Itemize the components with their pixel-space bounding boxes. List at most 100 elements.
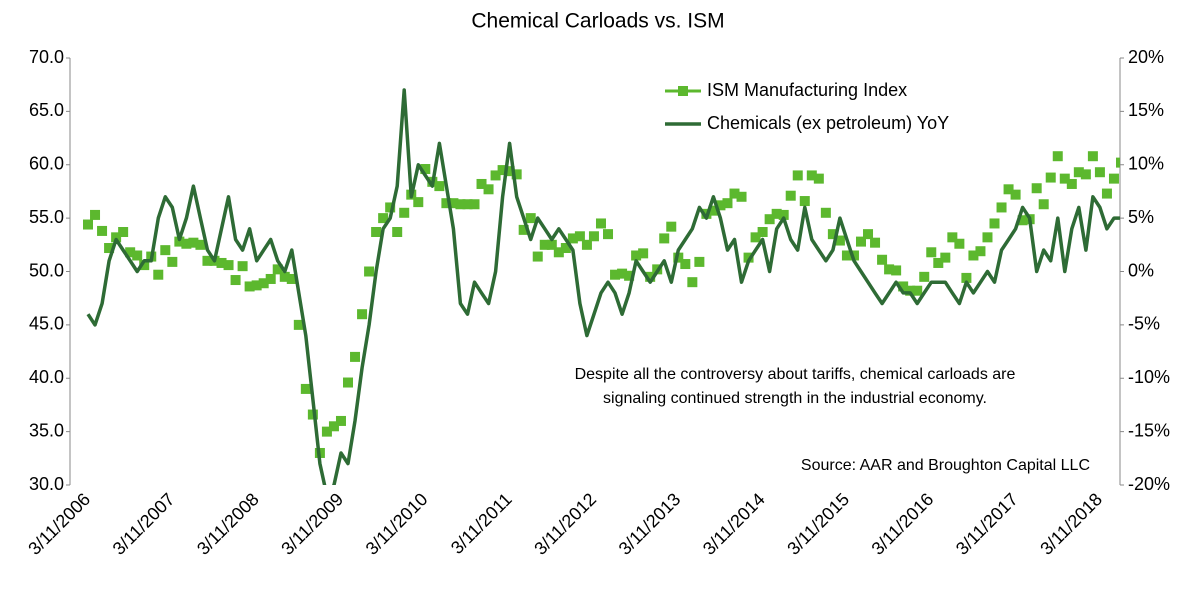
x-tick-label: 3/11/2006 [24,489,94,559]
marker [462,199,473,210]
marker [511,169,522,180]
marker [1003,184,1014,195]
y2-tick-label: 10% [1128,154,1164,174]
y2-tick-label: 0% [1128,260,1154,280]
marker [546,239,557,250]
marker [891,265,902,276]
marker [813,173,824,184]
y-tick-label: 70.0 [29,47,64,67]
marker [1017,215,1028,226]
marker [272,264,283,275]
marker [378,213,389,224]
marker [617,268,628,279]
marker [434,181,445,192]
marker [188,237,199,248]
x-tick-label: 3/11/2014 [699,489,769,559]
marker [83,219,93,230]
marker [357,309,368,320]
marker [223,260,234,271]
y2-tick-label: 5% [1128,207,1154,227]
x-tick-label: 3/11/2016 [868,489,938,559]
marker [385,202,396,213]
marker [560,243,571,254]
marker [420,164,431,175]
marker [750,232,761,243]
marker [870,237,881,248]
marker [125,247,136,258]
marker [174,236,185,247]
marker [687,277,698,288]
marker [574,231,585,242]
marker [743,252,754,263]
marker [771,208,782,219]
y-tick-label: 65.0 [29,100,64,120]
marker [167,256,178,267]
y2-tick-label: -5% [1128,314,1160,334]
y2-tick-label: -20% [1128,474,1170,494]
marker [392,227,403,238]
marker [982,232,993,243]
marker [595,218,606,229]
legend-swatch [678,86,688,96]
marker [785,190,796,201]
marker [111,232,122,243]
x-tick-label: 3/11/2009 [277,489,347,559]
y2-tick-label: -15% [1128,420,1170,440]
marker [518,224,529,235]
marker [469,199,480,210]
marker [293,319,304,330]
marker [1108,173,1119,184]
marker [202,255,213,266]
marker [104,243,115,254]
marker [1059,173,1070,184]
marker [1080,169,1091,180]
marker [90,209,101,220]
marker [722,198,733,209]
marker [855,236,866,247]
marker [729,188,740,199]
marker [1073,167,1084,178]
marker [996,202,1007,213]
annotation: signaling continued strength in the indu… [603,390,987,407]
marker [588,231,599,242]
legend-label: ISM Manufacturing Index [707,80,907,100]
marker [954,238,965,249]
marker [827,229,838,240]
marker [181,238,192,249]
marker [792,170,803,181]
marker [1116,157,1120,168]
marker [877,254,888,265]
y2-tick-label: -10% [1128,367,1170,387]
marker [975,246,986,257]
y-tick-label: 60.0 [29,154,64,174]
marker [968,250,979,261]
marker [940,252,951,263]
marker [610,269,621,280]
marker [638,248,649,259]
marker [863,229,874,240]
y2-tick-label: 20% [1128,47,1164,67]
marker [364,266,375,277]
marker [834,235,845,246]
marker [455,199,466,210]
marker [1101,188,1112,199]
marker [371,227,382,238]
marker [581,239,592,250]
marker [680,259,691,270]
marker [736,191,747,202]
y-tick-label: 55.0 [29,207,64,227]
marker [244,281,255,292]
marker [286,273,297,284]
marker [1066,178,1077,189]
marker [947,232,958,243]
marker [504,166,515,177]
x-tick-label: 3/11/2018 [1036,489,1106,559]
marker [476,178,487,189]
marker [820,207,831,218]
marker [258,278,269,289]
marker [490,170,501,181]
marker [160,245,171,256]
x-tick-label: 3/11/2013 [615,489,685,559]
marker [905,285,916,296]
